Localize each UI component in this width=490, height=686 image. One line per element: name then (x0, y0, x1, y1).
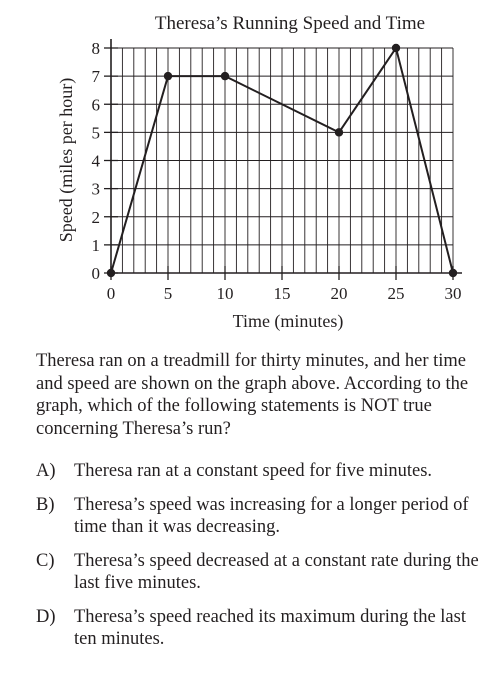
choice-c[interactable]: C) Theresa’s speed decreased at a consta… (36, 550, 486, 595)
x-tick-label: 10 (217, 284, 234, 303)
x-tick-label: 25 (388, 284, 405, 303)
series-line-group (106, 43, 458, 278)
x-axis-label: Time (minutes) (233, 311, 344, 332)
data-point (391, 43, 401, 53)
axes (104, 39, 462, 280)
answer-choices: A) Theresa ran at a constant speed for f… (36, 460, 486, 662)
line-chart: Theresa’s Running Speed and Time 0 5 10 15 2… (56, 13, 462, 332)
data-point (163, 71, 173, 81)
y-tick-label: 3 (92, 180, 101, 199)
y-tick-label: 8 (92, 39, 101, 58)
x-tick-label: 20 (331, 284, 348, 303)
x-tick-label: 0 (107, 284, 116, 303)
x-tick-label: 30 (445, 284, 462, 303)
data-point (334, 128, 344, 137)
y-tick-label: 7 (92, 67, 101, 86)
x-tick-labels: 0 5 10 15 20 25 30 (107, 284, 462, 303)
y-tick-label: 6 (92, 95, 101, 114)
grid (110, 47, 454, 274)
y-tick-label: 5 (92, 123, 101, 142)
data-point (220, 71, 230, 81)
chart-title: Theresa’s Running Speed and Time (155, 13, 425, 34)
y-tick-label: 4 (92, 152, 101, 171)
choice-a-letter: A) (36, 461, 56, 481)
question-text: Theresa ran on a treadmill for thirty mi… (36, 351, 469, 439)
choice-a[interactable]: A) Theresa ran at a constant speed for f… (36, 460, 486, 483)
x-tick-label: 15 (274, 284, 291, 303)
choice-a-text: Theresa ran at a constant speed for five… (74, 461, 433, 481)
y-tick-label: 2 (92, 208, 101, 227)
choice-d[interactable]: D) Theresa’s speed reached its maximum d… (36, 606, 486, 651)
choice-d-text: Theresa’s speed reached its maximum duri… (74, 606, 466, 650)
choice-b[interactable]: B) Theresa’s speed was increasing for a … (36, 494, 486, 539)
y-tick-labels: 0 1 2 3 4 5 6 7 8 (92, 39, 101, 283)
choice-d-letter: D) (36, 606, 56, 627)
data-point (106, 268, 116, 278)
y-axis-label: Speed (miles per hour) (56, 78, 77, 242)
y-tick-label: 1 (92, 236, 101, 255)
choice-b-text: Theresa’s speed was increasing for a lon… (74, 494, 469, 538)
choice-c-letter: C) (36, 550, 55, 571)
choice-c-text: Theresa’s speed decreased at a constant … (74, 550, 479, 594)
series-line (110, 45, 454, 274)
data-point (448, 268, 458, 278)
choice-b-letter: B) (36, 494, 55, 515)
x-tick-label: 5 (164, 284, 173, 303)
y-tick-label: 0 (92, 264, 101, 283)
